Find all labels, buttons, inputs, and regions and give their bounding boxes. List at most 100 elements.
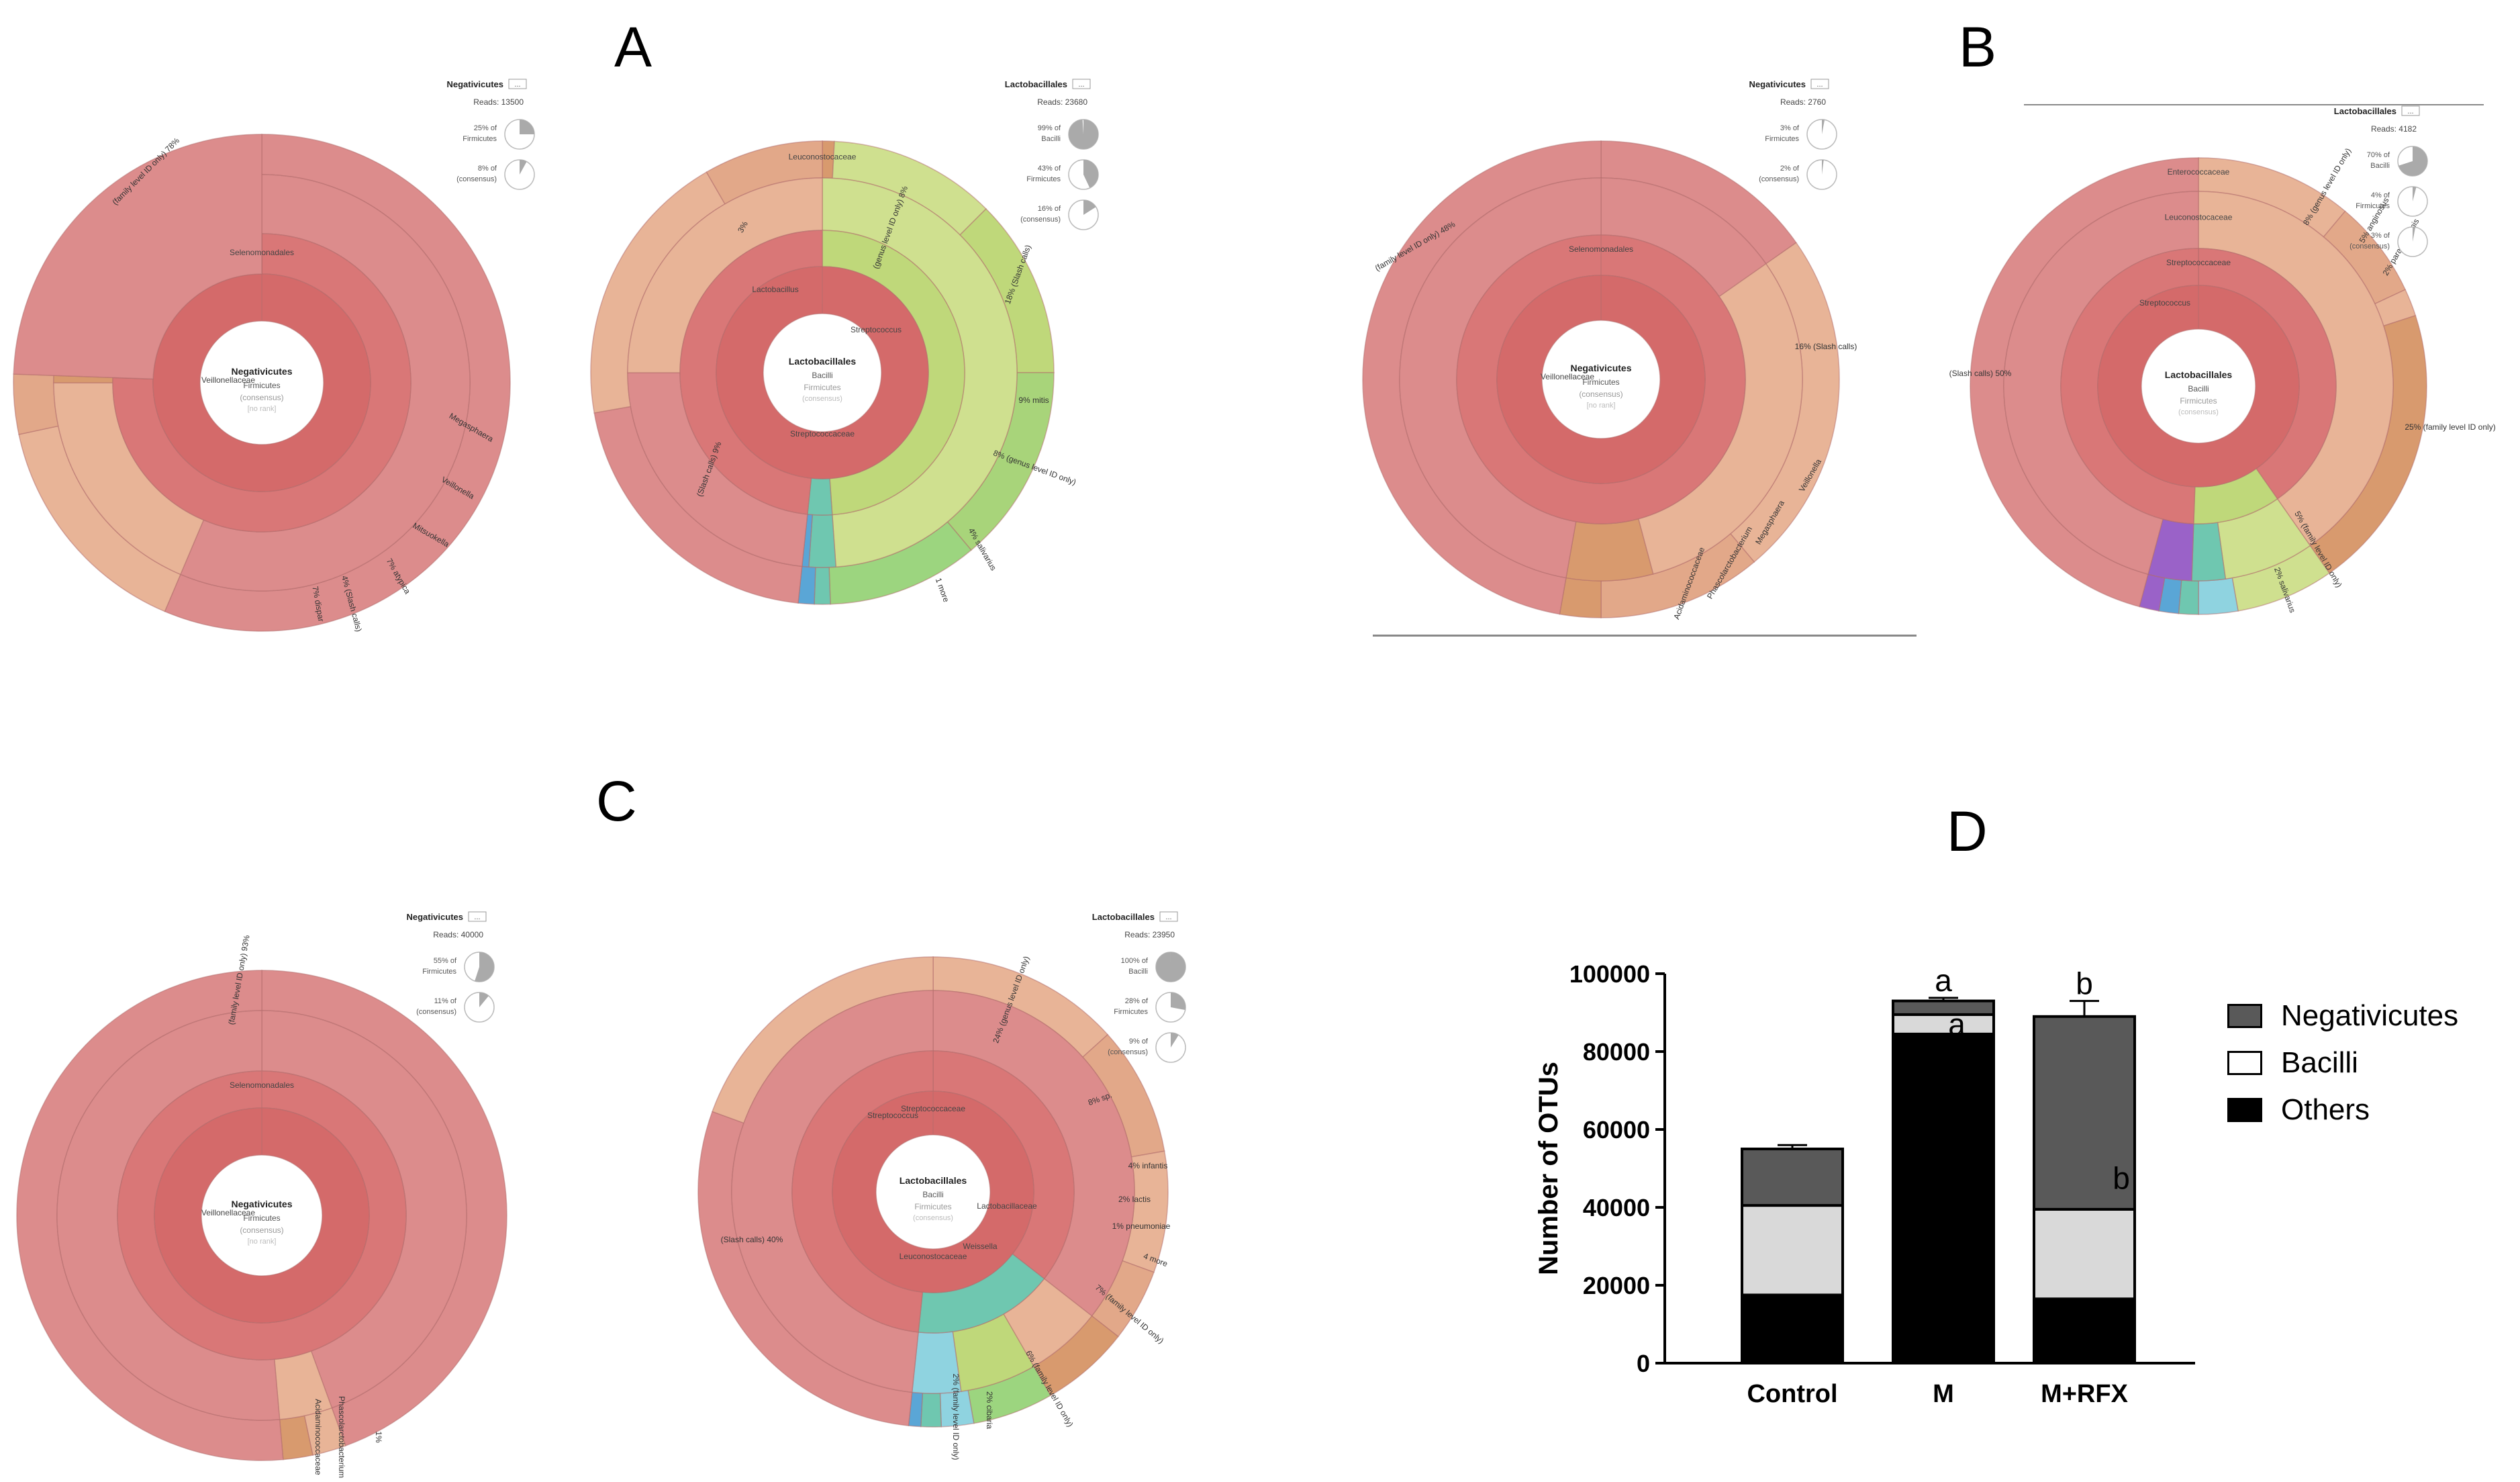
krona-legend-button	[1810, 79, 1829, 89]
krona-lineage-3: (consensus)	[802, 395, 842, 403]
krona-outer-label: Acidaminococcaceae	[313, 1399, 323, 1475]
krona-lineage-2: (consensus)	[240, 1225, 283, 1235]
krona-legend-dots: ...	[514, 81, 520, 89]
krona-stat-line2: (consensus)	[1020, 216, 1061, 224]
krona-lineage-3: [no rank]	[1587, 402, 1616, 410]
krona-stat-line1: 25% of	[474, 124, 497, 132]
krona-stat-pie-fill	[1155, 952, 1185, 982]
bar-others-mrfx	[2033, 1297, 2136, 1364]
krona-lineage-3: (consensus)	[913, 1214, 953, 1222]
krona-segment	[814, 567, 831, 605]
krona-center	[203, 1156, 321, 1275]
krona-reads: Reads: 23950	[1124, 930, 1175, 939]
krona-outer-label: 4% infantis	[1128, 1161, 1168, 1170]
bar-bacilli-m	[1892, 1013, 1995, 1035]
krona-stat-line1: 11% of	[434, 997, 457, 1005]
krona-center	[2143, 330, 2254, 442]
krona-ring-label: Leuconostocaceae	[789, 152, 857, 162]
krona-stat-line2: Firmicutes	[463, 135, 497, 143]
krona-ring-label: Weissella	[963, 1242, 997, 1251]
krona-stat-line1: 55% of	[434, 957, 457, 965]
krona-outer-label: 1%	[374, 1431, 383, 1443]
krona-segment	[154, 1107, 370, 1324]
panel-letter-c: C	[596, 770, 637, 833]
krona-stat-line2: (consensus)	[416, 1008, 456, 1016]
krona-legend-dots: ...	[1078, 81, 1084, 89]
krona-legend-title: Lactobacillales	[2334, 106, 2396, 116]
krona-segment	[2198, 577, 2239, 615]
krona-lineage-2: (consensus)	[1579, 389, 1622, 399]
krona-legend-button	[1072, 79, 1091, 89]
annotation-letter: a	[1948, 1007, 1966, 1041]
krona-segment	[2097, 285, 2300, 488]
krona-lineage-1: Bacilli	[812, 371, 832, 380]
krona-ring-label: Leuconostocaceae	[900, 1252, 967, 1261]
krona-ring-label: Streptococcus	[851, 325, 902, 334]
krona-panel-4: Lactobacillales Bacilli Firmicutes (consens…	[1949, 105, 2496, 615]
krona-outer-label: 9% mitis	[1018, 396, 1049, 405]
krona-outer-label: 1 more	[934, 577, 951, 604]
krona-stat-pie-fill	[2413, 187, 2417, 201]
krona-reads: Reads: 2760	[1780, 97, 1826, 107]
krona-reads: Reads: 4182	[2371, 124, 2417, 134]
krona-stat-pie-fill	[1171, 1033, 1179, 1048]
y-tick-label: 0	[1637, 1350, 1650, 1377]
krona-stat-line1: 9% of	[1129, 1037, 1149, 1046]
krona-lineage-2: (consensus)	[240, 393, 283, 402]
krona-segment	[920, 1392, 942, 1428]
legend-item-others: Others	[2227, 1086, 2458, 1133]
legend-swatch-others	[2227, 1098, 2262, 1122]
krona-root-label: Lactobacillales	[789, 356, 857, 367]
krona-legend-title: Negativicutes	[1749, 79, 1806, 89]
krona-segment	[808, 514, 837, 568]
krona-stat-line1: 3% of	[1780, 124, 1800, 132]
krona-outer-label: (Slash calls) 50%	[1949, 369, 2012, 378]
krona-stat-pie-fill	[520, 120, 534, 134]
otu-bar-chart: 0 20000 40000 60000 80000 100000 Number of OTU…	[1534, 960, 2195, 1408]
krona-ring-label: Streptococcus	[2139, 298, 2190, 308]
panel-b-bottom-rule	[1373, 635, 1917, 637]
krona-root-label: Negativicutes	[231, 366, 292, 377]
krona-stat-pie-fill	[1083, 200, 1096, 215]
krona-segment	[1565, 518, 1654, 582]
krona-lineage-2: Firmicutes	[2180, 396, 2217, 406]
krona-legend-title: Lactobacillales	[1092, 912, 1155, 922]
krona-segment	[13, 134, 262, 380]
krona-outer-label: 2% cibaria	[985, 1391, 994, 1429]
y-tick-label: 60000	[1583, 1116, 1650, 1144]
krona-stat-line1: 99% of	[1038, 124, 1061, 132]
bar-negativicutes-control	[1741, 1148, 1844, 1207]
krona-lineage-3: [no rank]	[248, 1238, 277, 1246]
legend-item-negativicutes: Negativicutes	[2227, 992, 2458, 1039]
legend-swatch-bacilli	[2227, 1051, 2262, 1075]
krona-lineage-1: Bacilli	[2188, 384, 2209, 393]
krona-stat-pie-fill	[1822, 160, 1824, 175]
krona-center	[201, 322, 322, 443]
krona-ring-label: Veillonellaceae	[201, 375, 255, 385]
panel-letter-d: D	[1947, 800, 1988, 863]
krona-stat-line2: (consensus)	[456, 175, 497, 183]
krona-lineage-2: Firmicutes	[804, 383, 840, 392]
krona-lineage-1: Firmicutes	[243, 1213, 280, 1223]
krona-ring-label: Veillonellaceae	[201, 1208, 255, 1217]
krona-ring-label: Selenomonadales	[230, 1080, 294, 1090]
krona-legend-dots: ...	[1816, 81, 1823, 89]
krona-root-label: Lactobacillales	[900, 1175, 967, 1186]
krona-stat-pie-fill	[475, 952, 494, 982]
krona-ring-label: Streptococcaceae	[901, 1104, 965, 1113]
krona-panel-6: Lactobacillales Bacilli Firmicutes (consens…	[697, 911, 1186, 1460]
krona-outer-label: Phascolarctobacterium	[337, 1396, 346, 1478]
y-axis-label: Number of OTUs	[1534, 1062, 1563, 1275]
krona-center	[1543, 322, 1659, 437]
x-tick-label: M+RFX	[2041, 1380, 2129, 1408]
krona-legend-button	[2401, 105, 2420, 116]
krona-stat-line1: 70% of	[2367, 151, 2390, 159]
y-tick-label: 20000	[1583, 1272, 1650, 1299]
krona-reads: Reads: 40000	[433, 930, 483, 939]
krona-ring-label: Leuconostocaceae	[2165, 213, 2233, 222]
krona-panel-3: Negativicutes Firmicutes (consensus) [no ra…	[1362, 79, 1857, 620]
krona-ring-label: Veillonellaceae	[1541, 372, 1594, 381]
legend-item-bacilli: Bacilli	[2227, 1039, 2458, 1086]
legend-swatch-negativicutes	[2227, 1004, 2262, 1028]
